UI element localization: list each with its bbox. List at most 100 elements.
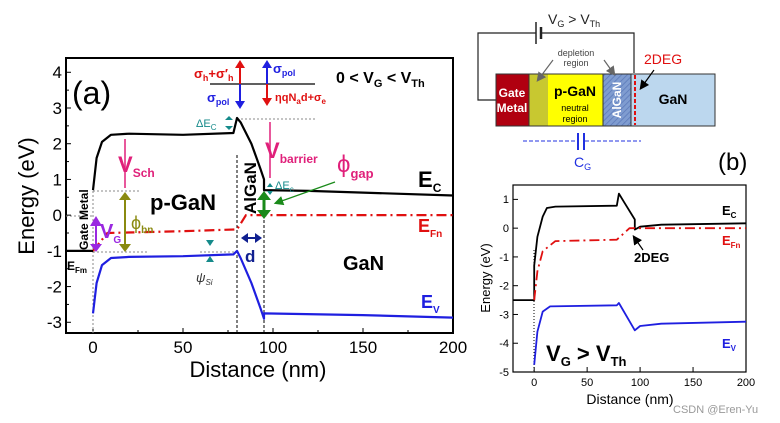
ec-label-b: EC — [722, 203, 737, 220]
psi-arrow-top — [206, 240, 214, 246]
v-sch-label: VSch — [118, 152, 155, 180]
series-b — [513, 192, 747, 365]
x-tick-label: 100 — [259, 338, 287, 357]
delta-ec-top-label: ΔEC — [196, 118, 217, 132]
y-tick-label: -5 — [499, 367, 509, 379]
x-tick-label: 150 — [684, 377, 702, 389]
axis-ticks-a: 0 50 100 150 200 -3 -2 -1 0 1 2 3 4 — [47, 63, 467, 357]
efn-label-a: EFn — [418, 216, 442, 240]
y-tick-label: -2 — [47, 278, 62, 297]
device-structure-schematic: VG > VTh Gate Metal p-GaN neutral region… — [477, 11, 747, 176]
cg-label: CG — [574, 154, 591, 172]
condition-label-a: 0 < VG < VTh — [336, 70, 425, 90]
depletion-arrow-right — [603, 59, 616, 76]
y-axis-title-b: Energy (eV) — [478, 243, 493, 312]
phi-gap-pointer — [273, 181, 336, 206]
series-a — [66, 116, 454, 320]
x-tick-label: 200 — [439, 338, 467, 357]
x-tick-label: 0 — [88, 338, 97, 357]
y-tick-label: 1 — [503, 194, 509, 206]
panel-a-label: (a) — [72, 75, 111, 111]
efm-label-a: EFm — [67, 259, 87, 275]
2deg-arrow — [639, 69, 655, 90]
v-barrier-label: Vbarrier — [265, 138, 318, 166]
y-axis-title-a: Energy (eV) — [14, 137, 39, 254]
2deg-label-b: 2DEG — [634, 250, 669, 265]
sigma-h-label: σh+σ′h — [194, 66, 234, 83]
panel-a-band-diagram: 0 50 100 150 200 -3 -2 -1 0 1 2 3 4 — [14, 57, 467, 382]
psi-si-label: ψSi — [196, 270, 213, 287]
circuit-wire-left — [477, 32, 536, 101]
series-line-ec — [91, 116, 454, 197]
annotation-arrows-a — [90, 60, 336, 262]
eta-label: ηqNad+σe — [275, 92, 327, 106]
psi-arrow-bottom — [206, 256, 214, 262]
guide-lines-a — [66, 83, 315, 333]
gan-label: GaN — [659, 91, 688, 107]
gate-metal-label: Gate Metal — [77, 189, 91, 250]
x-axis-title-a: Distance (nm) — [190, 357, 327, 382]
watermark: CSDN @Eren-Yu — [673, 404, 758, 416]
y-tick-label: 2 — [53, 135, 62, 154]
gan-region-label: GaN — [343, 253, 384, 275]
circuit-wire-right — [541, 32, 635, 73]
plot-frame-b — [512, 184, 747, 373]
depletion-arrow-left — [536, 59, 554, 82]
y-tick-label: 3 — [53, 99, 62, 118]
panel-b-label: (b) — [718, 149, 747, 176]
phi-gap-label: ϕgap — [337, 151, 374, 181]
y-tick-label: -3 — [47, 313, 62, 332]
y-tick-label: -2 — [499, 281, 509, 293]
x-axis-title-b: Distance (nm) — [586, 391, 673, 407]
pgan-label: p-GaN — [554, 83, 596, 99]
x-tick-label: 50 — [581, 377, 593, 389]
y-tick-label: 1 — [53, 170, 62, 189]
sigma-pol-left-label: σpol — [207, 90, 229, 107]
algan-label: AlGaN — [610, 82, 624, 119]
neutral-label-1: neutral — [561, 103, 589, 113]
gate-metal-layer — [495, 73, 530, 127]
ev-label-b: EV — [722, 336, 737, 353]
p-gan-layer — [548, 74, 603, 126]
x-tick-label: 100 — [631, 377, 649, 389]
series-line-efn — [92, 214, 453, 252]
ev-label-a: EV — [421, 292, 440, 316]
y-tick-label: -3 — [499, 309, 509, 321]
y-tick-label: -4 — [499, 338, 509, 350]
gate-label-1: Gate — [499, 86, 526, 100]
ec-label-a: EC — [418, 167, 442, 195]
2deg-arrow-b — [632, 235, 644, 251]
2deg-label: 2DEG — [644, 51, 682, 67]
series-line-ev — [91, 249, 454, 320]
algan-region-label: AlGaN — [241, 162, 260, 214]
sigma-pol-right-label: σpol — [273, 61, 295, 78]
v-g-label: VG — [100, 221, 121, 246]
depletion-label-2: region — [563, 58, 588, 68]
series-line-efn — [533, 227, 746, 301]
delta-ec-bottom-label: ΔEc — [275, 180, 294, 194]
gate-label-2: Metal — [497, 101, 528, 115]
x-tick-label: 200 — [737, 377, 755, 389]
y-tick-label: 4 — [53, 63, 62, 82]
bias-label: VG > VTh — [548, 11, 600, 29]
panel-b-band-diagram: 0 50 100 150 200-5-4-3-2-101 EC EFn EV 2DEG … — [478, 184, 755, 407]
neutral-label-2: region — [562, 114, 587, 124]
y-tick-label: 0 — [53, 206, 62, 225]
axis-ticks-b: 0 50 100 150 200 -5 -4 -3 -2 -1 0 1 — [499, 194, 755, 389]
condition-label-b: VG > VTh — [546, 341, 627, 369]
depletion-layer — [529, 74, 548, 126]
y-tick-label: -1 — [499, 252, 509, 264]
depletion-label-1: depletion — [558, 48, 595, 58]
y-tick-label: -1 — [47, 242, 62, 261]
x-tick-label: 50 — [174, 338, 193, 357]
series-line-ev — [533, 302, 747, 365]
d-label: d — [245, 247, 255, 266]
x-tick-label: 150 — [349, 338, 377, 357]
algan-layer — [602, 73, 632, 127]
p-gan-region-label: p-GaN — [150, 190, 216, 215]
series-line-ec — [513, 192, 747, 302]
efn-label-b: EFn — [722, 233, 741, 250]
x-tick-label: 0 — [531, 377, 537, 389]
y-tick-label: 0 — [503, 223, 509, 235]
phi-bn-label: ϕbn — [131, 213, 153, 236]
